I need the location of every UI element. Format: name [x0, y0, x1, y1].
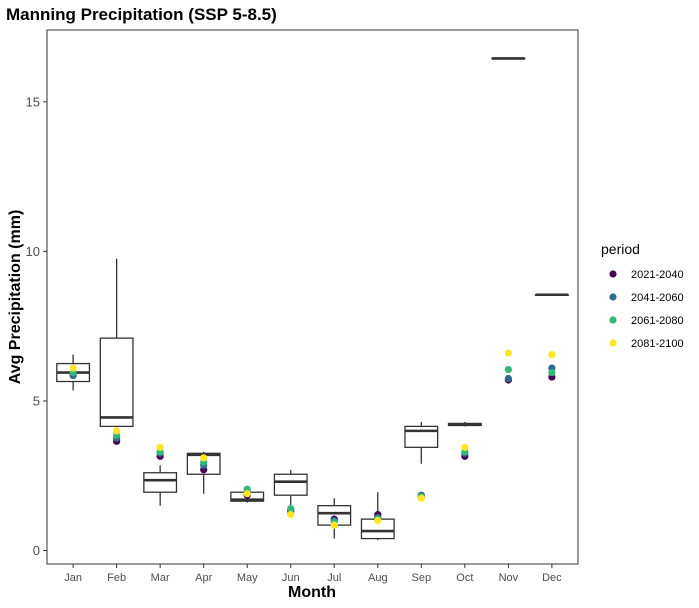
x-tick-label: Apr — [195, 572, 212, 584]
box-mar — [143, 465, 178, 506]
points-layer — [69, 349, 556, 529]
point-2081-2100-feb — [113, 427, 121, 435]
x-tick-label: Oct — [456, 572, 473, 584]
legend-key — [609, 293, 617, 301]
x-tick-label: Feb — [107, 572, 126, 584]
point-2061-2080-jun — [287, 505, 295, 513]
legend-title: period — [601, 241, 640, 257]
y-tick-label: 10 — [26, 244, 40, 259]
x-tick-label: Dec — [542, 572, 562, 584]
point-2041-2060-nov — [504, 374, 512, 383]
x-axis-title: Month — [288, 584, 336, 601]
legend-label: 2041-2060 — [631, 292, 684, 304]
point-2081-2100-sep — [417, 494, 425, 502]
x-tick-label: Mar — [151, 572, 170, 584]
x-tick-label: Jul — [327, 572, 341, 584]
point-2081-2100-jul — [330, 521, 338, 529]
point-2061-2080-nov — [504, 365, 512, 374]
box-iqr — [273, 473, 308, 496]
legend-key — [609, 339, 617, 347]
point-2081-2100-apr — [200, 454, 208, 462]
legend-label: 2021-2040 — [631, 269, 684, 281]
y-axis-title: Avg Precipitation (mm) — [7, 210, 24, 385]
point-2081-2100-dec — [548, 350, 556, 359]
legend-label: 2061-2080 — [631, 315, 684, 327]
y-tick-label: 0 — [33, 543, 40, 558]
point-2081-2100-nov — [504, 349, 512, 357]
x-tick-label: Sep — [412, 572, 432, 584]
box-iqr — [143, 472, 178, 493]
point-2081-2100-oct — [461, 443, 469, 451]
box-iqr — [404, 425, 439, 448]
x-tick-label: Aug — [368, 572, 388, 584]
legend-label: 2081-2100 — [631, 338, 684, 350]
axes-layer: Jan Feb Mar Apr May Jun Jul Aug Sep Oct Nov Dec 0 5 10… — [26, 94, 563, 584]
legend-key — [609, 270, 617, 278]
y-tick-label: 5 — [33, 393, 40, 408]
box-iqr — [99, 337, 134, 428]
point-2081-2100-jan — [69, 364, 77, 372]
point-2081-2100-mar — [156, 443, 164, 451]
y-tick-label: 15 — [26, 94, 40, 109]
x-tick-label: Nov — [499, 572, 519, 584]
point-2061-2080-dec — [548, 368, 556, 377]
point-2081-2100-jun — [287, 511, 295, 519]
x-tick-label: May — [237, 572, 258, 584]
box-nov — [491, 57, 526, 60]
x-tick-label: Jun — [282, 572, 300, 584]
box-dec — [534, 293, 569, 297]
x-tick-label: Jan — [64, 572, 82, 584]
point-2081-2100-may — [243, 490, 251, 498]
box-feb — [99, 258, 134, 428]
legend: period 2021-2040 2041-2060 2061-2080 2081-2… — [601, 241, 684, 350]
chart-title: Manning Precipitation (SSP 5-8.5) — [6, 5, 277, 24]
box-jun — [273, 469, 308, 506]
point-2081-2100-aug — [374, 517, 382, 525]
plot-panel — [46, 29, 579, 565]
box-sep — [404, 421, 439, 464]
legend-key — [609, 316, 617, 324]
box-oct — [447, 421, 482, 427]
